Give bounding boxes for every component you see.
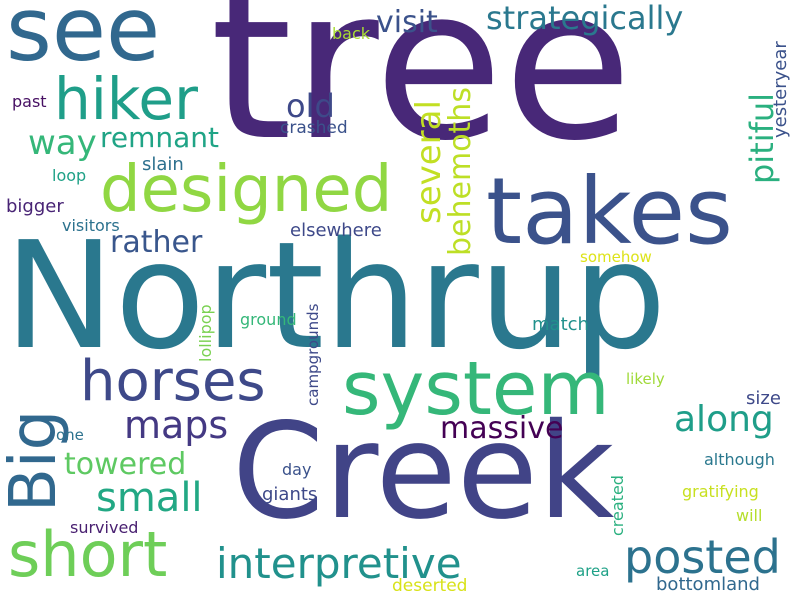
word-elsewhere: elsewhere xyxy=(290,220,382,241)
word-tree: tree xyxy=(210,0,633,187)
word-hiker: hiker xyxy=(54,65,198,133)
word-old: old xyxy=(286,87,335,125)
word-although: although xyxy=(704,450,775,469)
word-survived: survived xyxy=(70,518,139,537)
word-past: past xyxy=(12,92,47,111)
word-loop: loop xyxy=(52,166,87,185)
word-somehow: somehow xyxy=(580,248,652,266)
word-system: system xyxy=(342,346,610,432)
word-bigger: bigger xyxy=(6,196,64,217)
word-towered: towered xyxy=(64,447,187,482)
word-maps: maps xyxy=(124,403,229,447)
word-several: several xyxy=(409,100,449,224)
word-rather: rather xyxy=(110,225,203,260)
word-campgrounds: campgrounds xyxy=(304,303,322,406)
word-visit: visit xyxy=(376,5,438,40)
word-giants: giants xyxy=(262,484,318,505)
word-one: one xyxy=(56,426,84,444)
word-ground: ground xyxy=(240,310,297,329)
word-massive: massive xyxy=(440,411,564,446)
word-will: will xyxy=(736,506,763,525)
word-bottomland: bottomland xyxy=(656,574,760,595)
word-interpretive: interpretive xyxy=(216,539,462,588)
word-remnant: remnant xyxy=(100,121,220,154)
word-strategically: strategically xyxy=(486,0,684,37)
word-way: way xyxy=(28,123,97,163)
word-lollipop: lollipop xyxy=(196,304,215,362)
word-likely: likely xyxy=(626,370,665,388)
word-northrup: Northrup xyxy=(4,210,667,382)
word-size: size xyxy=(746,388,781,409)
word-along: along xyxy=(674,399,774,440)
word-back: back xyxy=(332,24,371,43)
word-gratifying: gratifying xyxy=(682,482,759,501)
word-area: area xyxy=(576,562,610,580)
word-created: created xyxy=(608,475,627,536)
word-day: day xyxy=(282,460,312,479)
word-designed: designed xyxy=(100,153,393,227)
word-visitors: visitors xyxy=(62,216,120,235)
word-see: see xyxy=(6,0,161,81)
word-short: short xyxy=(8,518,168,591)
word-slain: slain xyxy=(142,154,184,175)
word-behemoths: behemoths xyxy=(443,87,478,256)
word-creek: Creek xyxy=(232,395,615,549)
word-horses: horses xyxy=(80,349,266,414)
word-small: small xyxy=(96,475,203,521)
word-deserted: deserted xyxy=(392,576,468,596)
word-match: match xyxy=(532,314,589,335)
word-takes: takes xyxy=(486,158,733,265)
word-yesteryear: yesteryear xyxy=(770,41,791,138)
word-posted: posted xyxy=(624,530,781,584)
word-crashed: crashed xyxy=(280,118,348,138)
